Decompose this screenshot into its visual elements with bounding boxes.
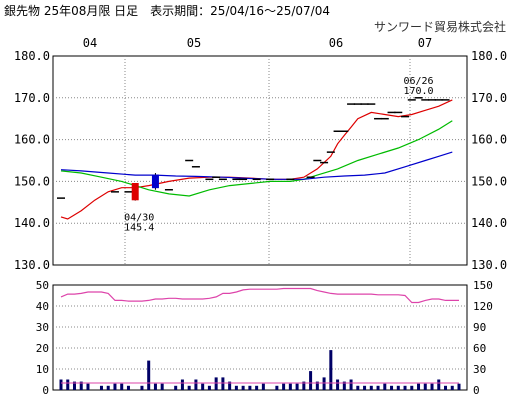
- oi-tick-right: 120: [473, 300, 493, 313]
- oi-tick-right: 90: [473, 321, 486, 334]
- volume-bar: [390, 385, 394, 390]
- volume-bar: [403, 385, 407, 390]
- oi-tick-right: 150: [473, 279, 493, 292]
- chart-title: 銀先物 25年08月限 日足 表示期間：25/04/16～25/07/04: [4, 4, 330, 18]
- volume-bar: [221, 377, 225, 390]
- brand-name: サンワード貿易株式会社: [373, 20, 506, 34]
- volume-bar: [430, 383, 434, 390]
- price-tick-right: 140.0: [471, 216, 507, 230]
- month-label: 07: [418, 36, 432, 50]
- volume-bar: [363, 385, 367, 390]
- volume-bar: [140, 385, 144, 390]
- volume-bar: [147, 360, 151, 390]
- volume-tick-left: 40: [36, 300, 49, 313]
- volume-tick-left: 50: [36, 279, 49, 292]
- price-tick-left: 130.0: [14, 258, 50, 272]
- volume-bar: [241, 385, 245, 390]
- volume-bar: [248, 385, 252, 390]
- moving-average-line: [60, 120, 453, 197]
- low-date-label: 04/30: [124, 213, 154, 224]
- volume-bar: [86, 383, 90, 390]
- volume-bar: [315, 381, 319, 390]
- volume-bar: [255, 385, 259, 390]
- volume-bar: [349, 379, 353, 390]
- volume-bar: [160, 383, 164, 390]
- moving-average-line: [60, 151, 453, 180]
- volume-bar: [437, 379, 441, 390]
- volume-bar: [207, 385, 211, 390]
- month-label: 05: [187, 36, 201, 50]
- volume-tick-left: 30: [36, 321, 49, 334]
- volume-bar: [261, 383, 265, 390]
- volume-bar: [383, 383, 387, 390]
- volume-bar: [66, 379, 70, 390]
- month-label: 04: [83, 36, 97, 50]
- volume-bar: [194, 379, 198, 390]
- volume-bar: [153, 383, 157, 390]
- volume-bar: [376, 385, 380, 390]
- price-tick-right: 130.0: [471, 258, 507, 272]
- volume-bar: [417, 383, 421, 390]
- volume-bar: [79, 381, 83, 390]
- volume-bar: [342, 381, 346, 390]
- oi-tick-right: 60: [473, 342, 486, 355]
- price-panel-frame: [52, 55, 468, 266]
- volume-bar: [423, 383, 427, 390]
- oi-tick-right: 30: [473, 363, 486, 376]
- volume-tick-left: 0: [42, 384, 49, 397]
- volume-bar: [329, 350, 333, 390]
- price-tick-left: 140.0: [14, 216, 50, 230]
- candle: [151, 174, 159, 189]
- volume-bar: [322, 377, 326, 390]
- volume-bar: [72, 381, 76, 390]
- volume-bar: [126, 385, 130, 390]
- volume-bar: [309, 371, 313, 390]
- volume-bar: [410, 385, 414, 390]
- price-tick-left: 150.0: [14, 174, 50, 188]
- high-date-label: 06/26: [403, 76, 433, 87]
- price-tick-left: 180.0: [14, 49, 50, 63]
- price-tick-right: 160.0: [471, 133, 507, 147]
- volume-bar: [187, 385, 191, 390]
- volume-bar: [113, 383, 117, 390]
- oi-tick-right: 0: [473, 384, 480, 397]
- volume-bar: [396, 385, 400, 390]
- volume-bar: [120, 383, 124, 390]
- volume-bar: [295, 383, 299, 390]
- volume-tick-left: 10: [36, 363, 49, 376]
- price-tick-right: 150.0: [471, 174, 507, 188]
- open-interest-line: [60, 287, 459, 304]
- price-tick-left: 160.0: [14, 133, 50, 147]
- volume-panel-frame: [52, 284, 468, 391]
- volume-bar: [275, 385, 279, 390]
- price-tick-left: 170.0: [14, 91, 50, 105]
- volume-bar: [336, 379, 340, 390]
- volume-bar: [288, 383, 292, 390]
- volume-bar: [174, 385, 178, 390]
- volume-bar: [99, 385, 103, 390]
- price-tick-right: 180.0: [471, 49, 507, 63]
- volume-bar: [369, 385, 373, 390]
- volume-bar: [214, 377, 218, 390]
- volume-bar: [228, 381, 232, 390]
- volume-bar: [59, 379, 63, 390]
- volume-bar: [180, 379, 184, 390]
- volume-bar: [450, 385, 454, 390]
- low-value-label: 145.4: [124, 223, 154, 234]
- volume-bar: [282, 383, 286, 390]
- volume-bar: [457, 383, 461, 390]
- price-tick-right: 170.0: [471, 91, 507, 105]
- volume-bar: [234, 385, 238, 390]
- volume-bar: [201, 383, 205, 390]
- volume-bar: [444, 385, 448, 390]
- volume-bar: [106, 385, 110, 390]
- month-label: 06: [329, 36, 343, 50]
- candle: [131, 182, 139, 201]
- volume-bar: [302, 381, 306, 390]
- high-value-label: 170.0: [403, 86, 433, 97]
- volume-tick-left: 20: [36, 342, 49, 355]
- volume-bar: [356, 385, 360, 390]
